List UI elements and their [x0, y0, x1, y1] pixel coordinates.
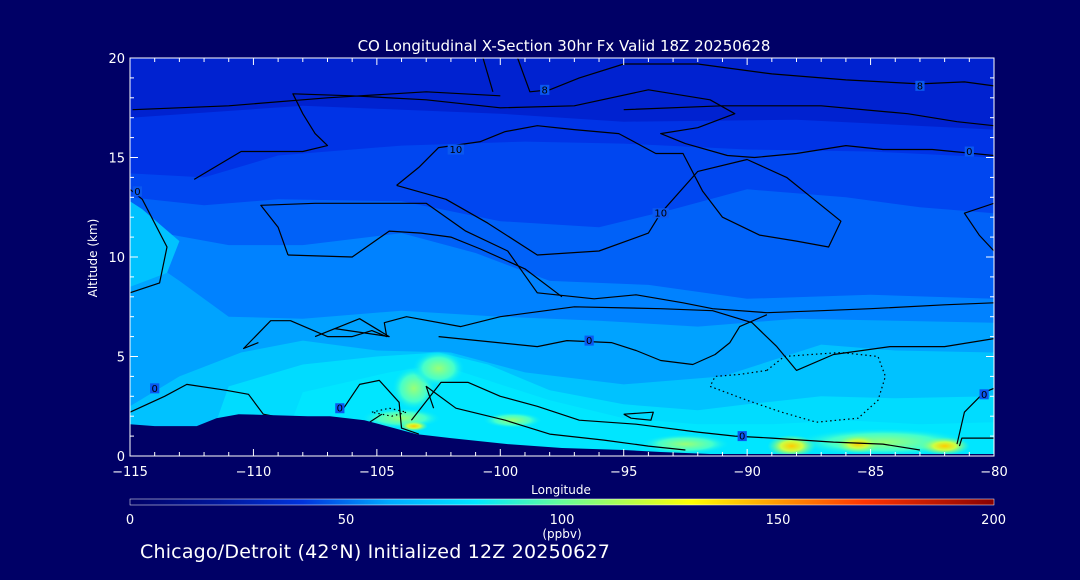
- contour-line-3: [482, 58, 494, 92]
- colorbar-tick-label: 50: [338, 513, 355, 528]
- contour-label-4: 0: [966, 147, 972, 158]
- dotted-contour-0: [709, 351, 887, 423]
- contour-label-0: 0: [134, 187, 140, 198]
- contour-label-bg-5: [652, 208, 669, 219]
- contour-label-bg-4: [964, 146, 974, 157]
- contour-label-9: 0: [739, 432, 745, 443]
- x-axis: −115 −110 −105 −100 −95 −90 −85 −80: [112, 58, 1008, 480]
- x-tick-label: −85: [857, 465, 884, 480]
- field-band-6: [130, 201, 180, 287]
- contour-line-19: [958, 437, 994, 447]
- x-tick-label: −105: [359, 465, 395, 480]
- contour-label-2: 8: [917, 81, 923, 92]
- colorbar-ticks: 0 50 100 150 200: [126, 513, 1006, 528]
- colorbar-gradient: [129, 498, 995, 506]
- y-tick-label: 0: [117, 450, 125, 465]
- contour-label-3: 10: [449, 145, 462, 156]
- field-highlight-9: [399, 421, 428, 432]
- colorbar-tick-label: 200: [981, 513, 1006, 528]
- contour-line-1: [132, 91, 501, 111]
- contour-line-7: [287, 230, 563, 298]
- contour-label-bg-10: [979, 389, 989, 400]
- contour-line-12: [438, 314, 768, 366]
- contour-labels: 0 8 8 10 0 10 0 0 0 0 0: [132, 80, 989, 443]
- contour-label-bg-1: [540, 84, 550, 95]
- contour-line-11: [314, 318, 390, 338]
- y-tick-label: 5: [117, 351, 125, 366]
- contour-line-10: [243, 306, 994, 371]
- x-axis-label: Longitude: [531, 483, 591, 497]
- field-highlight-3: [482, 412, 543, 429]
- contour-line-15: [410, 381, 920, 451]
- contour-label-bg-6: [584, 335, 594, 346]
- x-tick-label: −90: [733, 465, 760, 480]
- colorbar-tick-label: 0: [126, 513, 134, 528]
- contour-label-7: 0: [151, 384, 157, 395]
- y-axis: 0 5 10 15 20: [108, 52, 994, 465]
- x-tick-label: −115: [112, 465, 148, 480]
- terrain: [130, 414, 994, 456]
- contour-line-6: [260, 202, 994, 314]
- y-tick-label: 15: [108, 152, 125, 167]
- x-tick-label: −80: [980, 465, 1007, 480]
- contour-label-10: 0: [981, 390, 987, 401]
- contour-line-14: [341, 379, 419, 435]
- footer-caption: Chicago/Detroit (42°N) Initialized 12Z 2…: [140, 541, 611, 563]
- contour-label-bg-8: [335, 403, 345, 414]
- y-tick-label: 10: [108, 251, 125, 266]
- x-tick-label: −100: [482, 465, 518, 480]
- y-axis-label: Altitude (km): [86, 219, 100, 298]
- x-tick-label: −95: [610, 465, 637, 480]
- field-highlight-7: [836, 435, 881, 454]
- contour-line-4: [193, 89, 994, 180]
- contour-line-9: [963, 202, 994, 252]
- contour-label-5: 10: [654, 209, 667, 220]
- x-tick-label: −110: [236, 465, 272, 480]
- contour-line-16: [425, 385, 686, 451]
- field-highlight-1: [412, 350, 465, 387]
- field-highlight-4: [640, 434, 731, 455]
- contour-line-18: [956, 387, 994, 445]
- contour-label-8: 0: [337, 404, 343, 415]
- contour-label-bg-2: [915, 80, 925, 91]
- contour-label-6: 0: [586, 336, 592, 347]
- y-tick-label: 20: [108, 52, 125, 67]
- contour-label-bg-9: [737, 431, 747, 442]
- contour-line-17: [623, 411, 654, 421]
- colorbar-tick-label: 150: [766, 513, 791, 528]
- colorbar-unit: (ppbv): [542, 527, 581, 541]
- terrain-mask: [130, 414, 994, 456]
- colorbar: 0 50 100 150 200 (ppbv): [126, 498, 1006, 541]
- colorbar-tick-label: 100: [550, 513, 575, 528]
- chart-title: CO Longitudinal X-Section 30hr Fx Valid …: [358, 37, 771, 55]
- contour-line-5: [396, 125, 842, 256]
- contour-label-bg-7: [150, 383, 160, 394]
- contour-line-2: [623, 105, 994, 127]
- contour-label-bg-0: [132, 186, 143, 197]
- contour-label-bg-3: [447, 144, 465, 155]
- contour-label-1: 8: [542, 85, 548, 96]
- concentration-field: [130, 58, 994, 456]
